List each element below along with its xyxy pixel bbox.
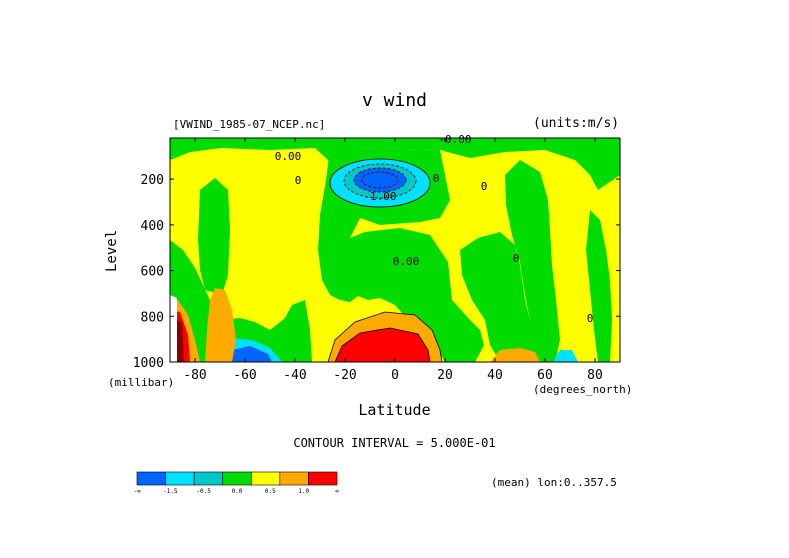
region-green-top	[170, 138, 620, 190]
region-missing-data	[170, 295, 177, 362]
region-green-arctic	[586, 210, 612, 362]
region-blue-upper-jet	[354, 168, 406, 192]
region-green-southwest	[170, 240, 312, 362]
averaging-label: (mean) lon:0..357.5	[491, 476, 617, 489]
contour-interval-label: CONTOUR INTERVAL = 5.000E-01	[293, 436, 496, 450]
colorbar-label: -0.5	[196, 488, 211, 495]
y-tick-label: 600	[141, 265, 164, 280]
colorbar-label: -1.5	[163, 488, 178, 495]
x-tick-label: 0	[391, 368, 399, 383]
contour-label: 0	[433, 172, 440, 185]
contour-label: 0	[587, 312, 594, 325]
x-tick-label: -40	[283, 368, 306, 383]
contour-label: 0	[513, 252, 520, 265]
region-blue-southern-surface	[225, 346, 272, 362]
colorbar-swatch	[308, 471, 338, 486]
contour-label: -0.00	[438, 133, 471, 146]
region-cyan-northern-surface	[553, 350, 578, 362]
region-green-left-column	[198, 178, 230, 295]
x-tick-label: 80	[587, 368, 603, 383]
chart-title: v wind	[361, 90, 428, 111]
x-tick-label: -20	[333, 368, 356, 383]
colorbar: -∞ -1.5 -0.5 0.0 0.5 1.0 ∞	[133, 471, 339, 495]
x-tick-label: -60	[233, 368, 256, 383]
x-tick-label: 40	[487, 368, 503, 383]
y-tick-label: 200	[141, 173, 164, 188]
x-axis-label: Latitude	[358, 401, 431, 419]
contour-label: 0	[295, 174, 302, 187]
y-axis-ticks: 200 400 600 800 1000	[133, 173, 620, 371]
dataset-label: [VWIND_1985-07_NCEP.nc]	[173, 118, 326, 131]
units-label: (units:m/s)	[533, 116, 620, 131]
colorbar-swatch	[136, 471, 166, 486]
contour-label: 0.00	[393, 255, 420, 268]
region-green-northern-column	[505, 160, 560, 362]
x-axis-unit: (degrees_north)	[533, 383, 633, 396]
colorbar-swatch	[165, 471, 195, 486]
x-tick-label: 20	[437, 368, 453, 383]
x-tick-label: 60	[537, 368, 553, 383]
colorbar-label: -∞	[133, 488, 141, 495]
colorbar-label: 0.0	[232, 488, 243, 495]
contour-label: -1.00	[363, 190, 396, 203]
region-orange-northern-surface	[490, 348, 540, 362]
colorbar-swatch	[193, 471, 224, 486]
colorbar-swatch	[250, 471, 281, 486]
y-axis-unit: (millibar)	[108, 376, 175, 389]
region-green-corner	[170, 138, 220, 160]
colorbar-swatch	[222, 471, 252, 486]
x-axis-ticks: -80 -60 -40 -20 0 20 40 60 80	[183, 138, 603, 383]
y-tick-label: 1000	[133, 356, 164, 371]
y-tick-label: 800	[141, 310, 164, 325]
region-orange-southern-column	[205, 288, 236, 362]
region-green-northern-midlat	[460, 232, 540, 362]
region-red-equatorial-surface	[335, 328, 430, 362]
colorbar-label: 0.5	[265, 488, 276, 495]
colorbar-label: ∞	[335, 488, 339, 495]
x-tick-label: -80	[183, 368, 206, 383]
contour-label: 0	[481, 180, 488, 193]
colorbar-swatch	[279, 471, 309, 486]
contour-fill	[170, 138, 620, 362]
y-tick-label: 400	[141, 219, 164, 234]
contour-labels: 0.00 -1.00 -0.00 0.00 0 0 0 0 0	[275, 133, 594, 325]
contour-label: 0.00	[275, 150, 302, 163]
colorbar-label: 1.0	[298, 488, 309, 495]
